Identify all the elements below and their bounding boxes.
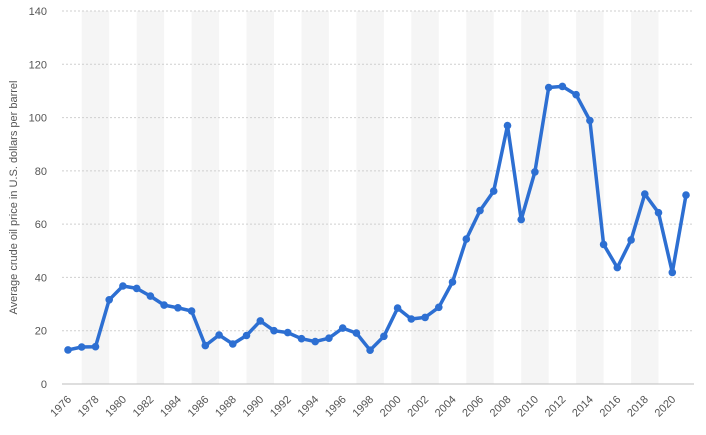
x-tick-label: 2008 — [488, 394, 514, 420]
data-point — [215, 331, 223, 339]
y-tick-label: 100 — [29, 113, 47, 125]
data-point — [407, 315, 416, 323]
y-axis-title: Average crude oil price in U.S. dollars … — [8, 81, 20, 315]
background-band — [301, 11, 329, 384]
x-tick-label: 1976 — [48, 394, 74, 420]
y-axis-ticks: 0 20 40 60 80 100 120 140 — [29, 6, 47, 391]
data-point — [531, 168, 539, 176]
x-tick-label: 2016 — [598, 394, 624, 420]
x-tick-label: 2012 — [543, 394, 569, 420]
data-point — [91, 342, 100, 351]
x-tick-label: 1994 — [296, 394, 322, 420]
x-tick-label: 2002 — [405, 394, 431, 420]
background-band — [521, 11, 549, 384]
x-tick-label: 1990 — [241, 394, 267, 420]
y-tick-label: 40 — [35, 272, 47, 284]
x-tick-label: 1982 — [131, 394, 157, 420]
y-tick-label: 80 — [35, 166, 47, 178]
data-point — [77, 343, 86, 351]
data-point — [668, 268, 677, 277]
y-tick-label: 60 — [35, 219, 47, 231]
data-point — [544, 83, 553, 92]
data-point — [105, 296, 113, 304]
x-tick-label: 2006 — [460, 394, 486, 420]
y-tick-label: 140 — [29, 6, 47, 18]
data-point — [119, 282, 127, 290]
data-point — [641, 190, 649, 198]
data-point — [325, 334, 333, 343]
data-point — [421, 313, 429, 322]
y-tick-label: 120 — [29, 59, 47, 71]
background-band — [136, 11, 165, 384]
data-point — [613, 263, 622, 272]
x-tick-label: 1988 — [213, 394, 239, 420]
data-point — [270, 326, 278, 335]
data-point — [448, 278, 457, 286]
background-band — [411, 11, 439, 384]
x-tick-label: 2000 — [378, 394, 404, 420]
data-point — [586, 116, 594, 125]
data-point — [476, 206, 484, 215]
data-point — [187, 307, 196, 315]
data-point — [627, 236, 635, 244]
data-point — [132, 284, 141, 293]
data-point — [338, 324, 347, 332]
x-tick-label: 1998 — [350, 394, 376, 420]
column-bands — [81, 11, 659, 384]
background-band — [356, 11, 384, 384]
data-point — [242, 331, 251, 340]
x-tick-label: 2010 — [515, 394, 541, 420]
data-point — [558, 82, 567, 91]
data-point — [517, 215, 525, 224]
data-point — [682, 191, 690, 199]
data-point — [174, 304, 182, 312]
y-tick-label: 20 — [35, 326, 47, 338]
gridlines — [62, 10, 694, 385]
data-point — [366, 346, 374, 355]
data-point — [160, 301, 168, 309]
data-point — [64, 346, 72, 354]
data-point — [599, 240, 608, 249]
y-tick-label: 0 — [41, 379, 47, 391]
data-point — [572, 90, 580, 99]
data-point — [654, 208, 663, 217]
background-band — [81, 11, 110, 384]
x-tick-label: 1992 — [268, 394, 294, 420]
series-line — [66, 84, 688, 352]
background-band — [191, 11, 220, 384]
x-tick-label: 1978 — [76, 394, 102, 420]
data-point — [256, 317, 265, 325]
x-tick-label: 1984 — [158, 394, 184, 420]
data-point — [352, 329, 361, 337]
series-layer — [64, 82, 690, 355]
x-tick-label: 1986 — [186, 394, 212, 420]
data-point — [201, 341, 210, 350]
data-point — [380, 332, 388, 341]
data-point — [146, 292, 155, 300]
data-point — [435, 303, 443, 312]
x-axis-ticks: 1976 1978 1980 1982 1984 1986 1988 1990 1992 1994… — [48, 394, 678, 420]
x-tick-label: 1980 — [103, 394, 129, 420]
data-point — [229, 340, 237, 348]
data-point — [311, 337, 320, 346]
x-tick-label: 2020 — [653, 394, 679, 420]
data-point — [489, 187, 498, 195]
data-point — [503, 121, 512, 130]
x-tick-label: 2014 — [570, 394, 596, 420]
x-tick-label: 2018 — [625, 394, 651, 420]
data-point — [297, 334, 306, 343]
data-point — [393, 304, 402, 312]
data-point — [462, 235, 471, 243]
data-point — [283, 328, 292, 337]
x-tick-label: 2004 — [433, 394, 459, 420]
x-tick-label: 1996 — [323, 394, 349, 420]
